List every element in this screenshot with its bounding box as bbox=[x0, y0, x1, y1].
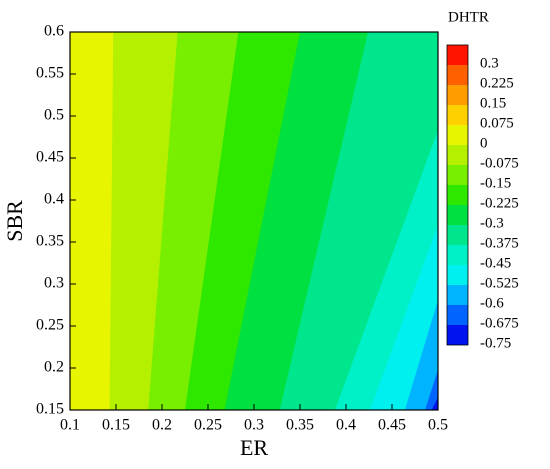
colorbar-swatch bbox=[447, 245, 468, 265]
contour-band bbox=[425, 369, 438, 410]
x-tick-label: 0.5 bbox=[428, 417, 448, 434]
colorbar-label: -0.6 bbox=[480, 295, 504, 311]
colorbar-swatch bbox=[447, 145, 468, 165]
x-tick-label: 0.35 bbox=[286, 417, 314, 434]
x-tick-label: 0.1 bbox=[60, 417, 80, 434]
x-tick-label: 0.25 bbox=[194, 417, 222, 434]
x-tick-label: 0.3 bbox=[244, 417, 264, 434]
y-tick-label: 0.3 bbox=[44, 275, 64, 292]
x-axis-title: ER bbox=[240, 435, 268, 460]
colorbar-label: -0.525 bbox=[480, 275, 519, 291]
x-tick-label: 0.45 bbox=[378, 417, 406, 434]
y-tick-label: 0.55 bbox=[36, 65, 64, 82]
x-tick-label: 0.4 bbox=[336, 417, 356, 434]
colorbar-label: -0.15 bbox=[480, 175, 511, 191]
colorbar-label: -0.225 bbox=[480, 195, 519, 211]
colorbar-swatch bbox=[447, 205, 468, 225]
colorbar-swatch bbox=[447, 185, 468, 205]
contour-band bbox=[431, 397, 438, 410]
contour-field bbox=[70, 32, 438, 410]
y-tick-label: 0.2 bbox=[44, 359, 64, 376]
y-tick-label: 0.6 bbox=[44, 23, 64, 40]
y-axis-title: SBR bbox=[2, 200, 27, 242]
colorbar-swatch bbox=[447, 305, 468, 325]
colorbar-label: -0.675 bbox=[480, 315, 519, 331]
x-tick-label: 0.15 bbox=[102, 417, 130, 434]
colorbar-swatch bbox=[447, 325, 468, 345]
colorbar-label: -0.3 bbox=[480, 215, 504, 231]
colorbar-title: DHTR bbox=[448, 9, 489, 25]
colorbar-label: 0.3 bbox=[480, 55, 499, 71]
colorbar-swatch bbox=[447, 285, 468, 305]
colorbar-swatch bbox=[447, 165, 468, 185]
colorbar-label: 0.225 bbox=[480, 75, 514, 91]
y-tick-label: 0.45 bbox=[36, 149, 64, 166]
colorbar-label: -0.45 bbox=[480, 255, 511, 271]
x-tick-label: 0.2 bbox=[152, 417, 172, 434]
colorbar-swatch bbox=[447, 105, 468, 125]
colorbar-swatch bbox=[447, 45, 468, 65]
y-tick-label: 0.25 bbox=[36, 317, 64, 334]
colorbar-label: 0.15 bbox=[480, 95, 506, 111]
y-tick-label: 0.5 bbox=[44, 107, 64, 124]
colorbar-swatch bbox=[447, 85, 468, 105]
colorbar-label: 0.075 bbox=[480, 115, 514, 131]
colorbar-swatch bbox=[447, 265, 468, 285]
y-tick-label: 0.15 bbox=[36, 401, 64, 418]
colorbar-label: 0 bbox=[480, 135, 488, 151]
colorbar-label: -0.75 bbox=[480, 335, 511, 351]
colorbar-swatch bbox=[447, 65, 468, 85]
colorbar-label: -0.075 bbox=[480, 155, 519, 171]
y-tick-label: 0.35 bbox=[36, 233, 64, 250]
y-tick-label: 0.4 bbox=[44, 191, 64, 208]
colorbar-label: -0.375 bbox=[480, 235, 519, 251]
contour-band bbox=[404, 299, 438, 410]
colorbar-swatch bbox=[447, 225, 468, 245]
colorbar-swatch bbox=[447, 125, 468, 145]
colorbar-frame bbox=[446, 44, 469, 346]
